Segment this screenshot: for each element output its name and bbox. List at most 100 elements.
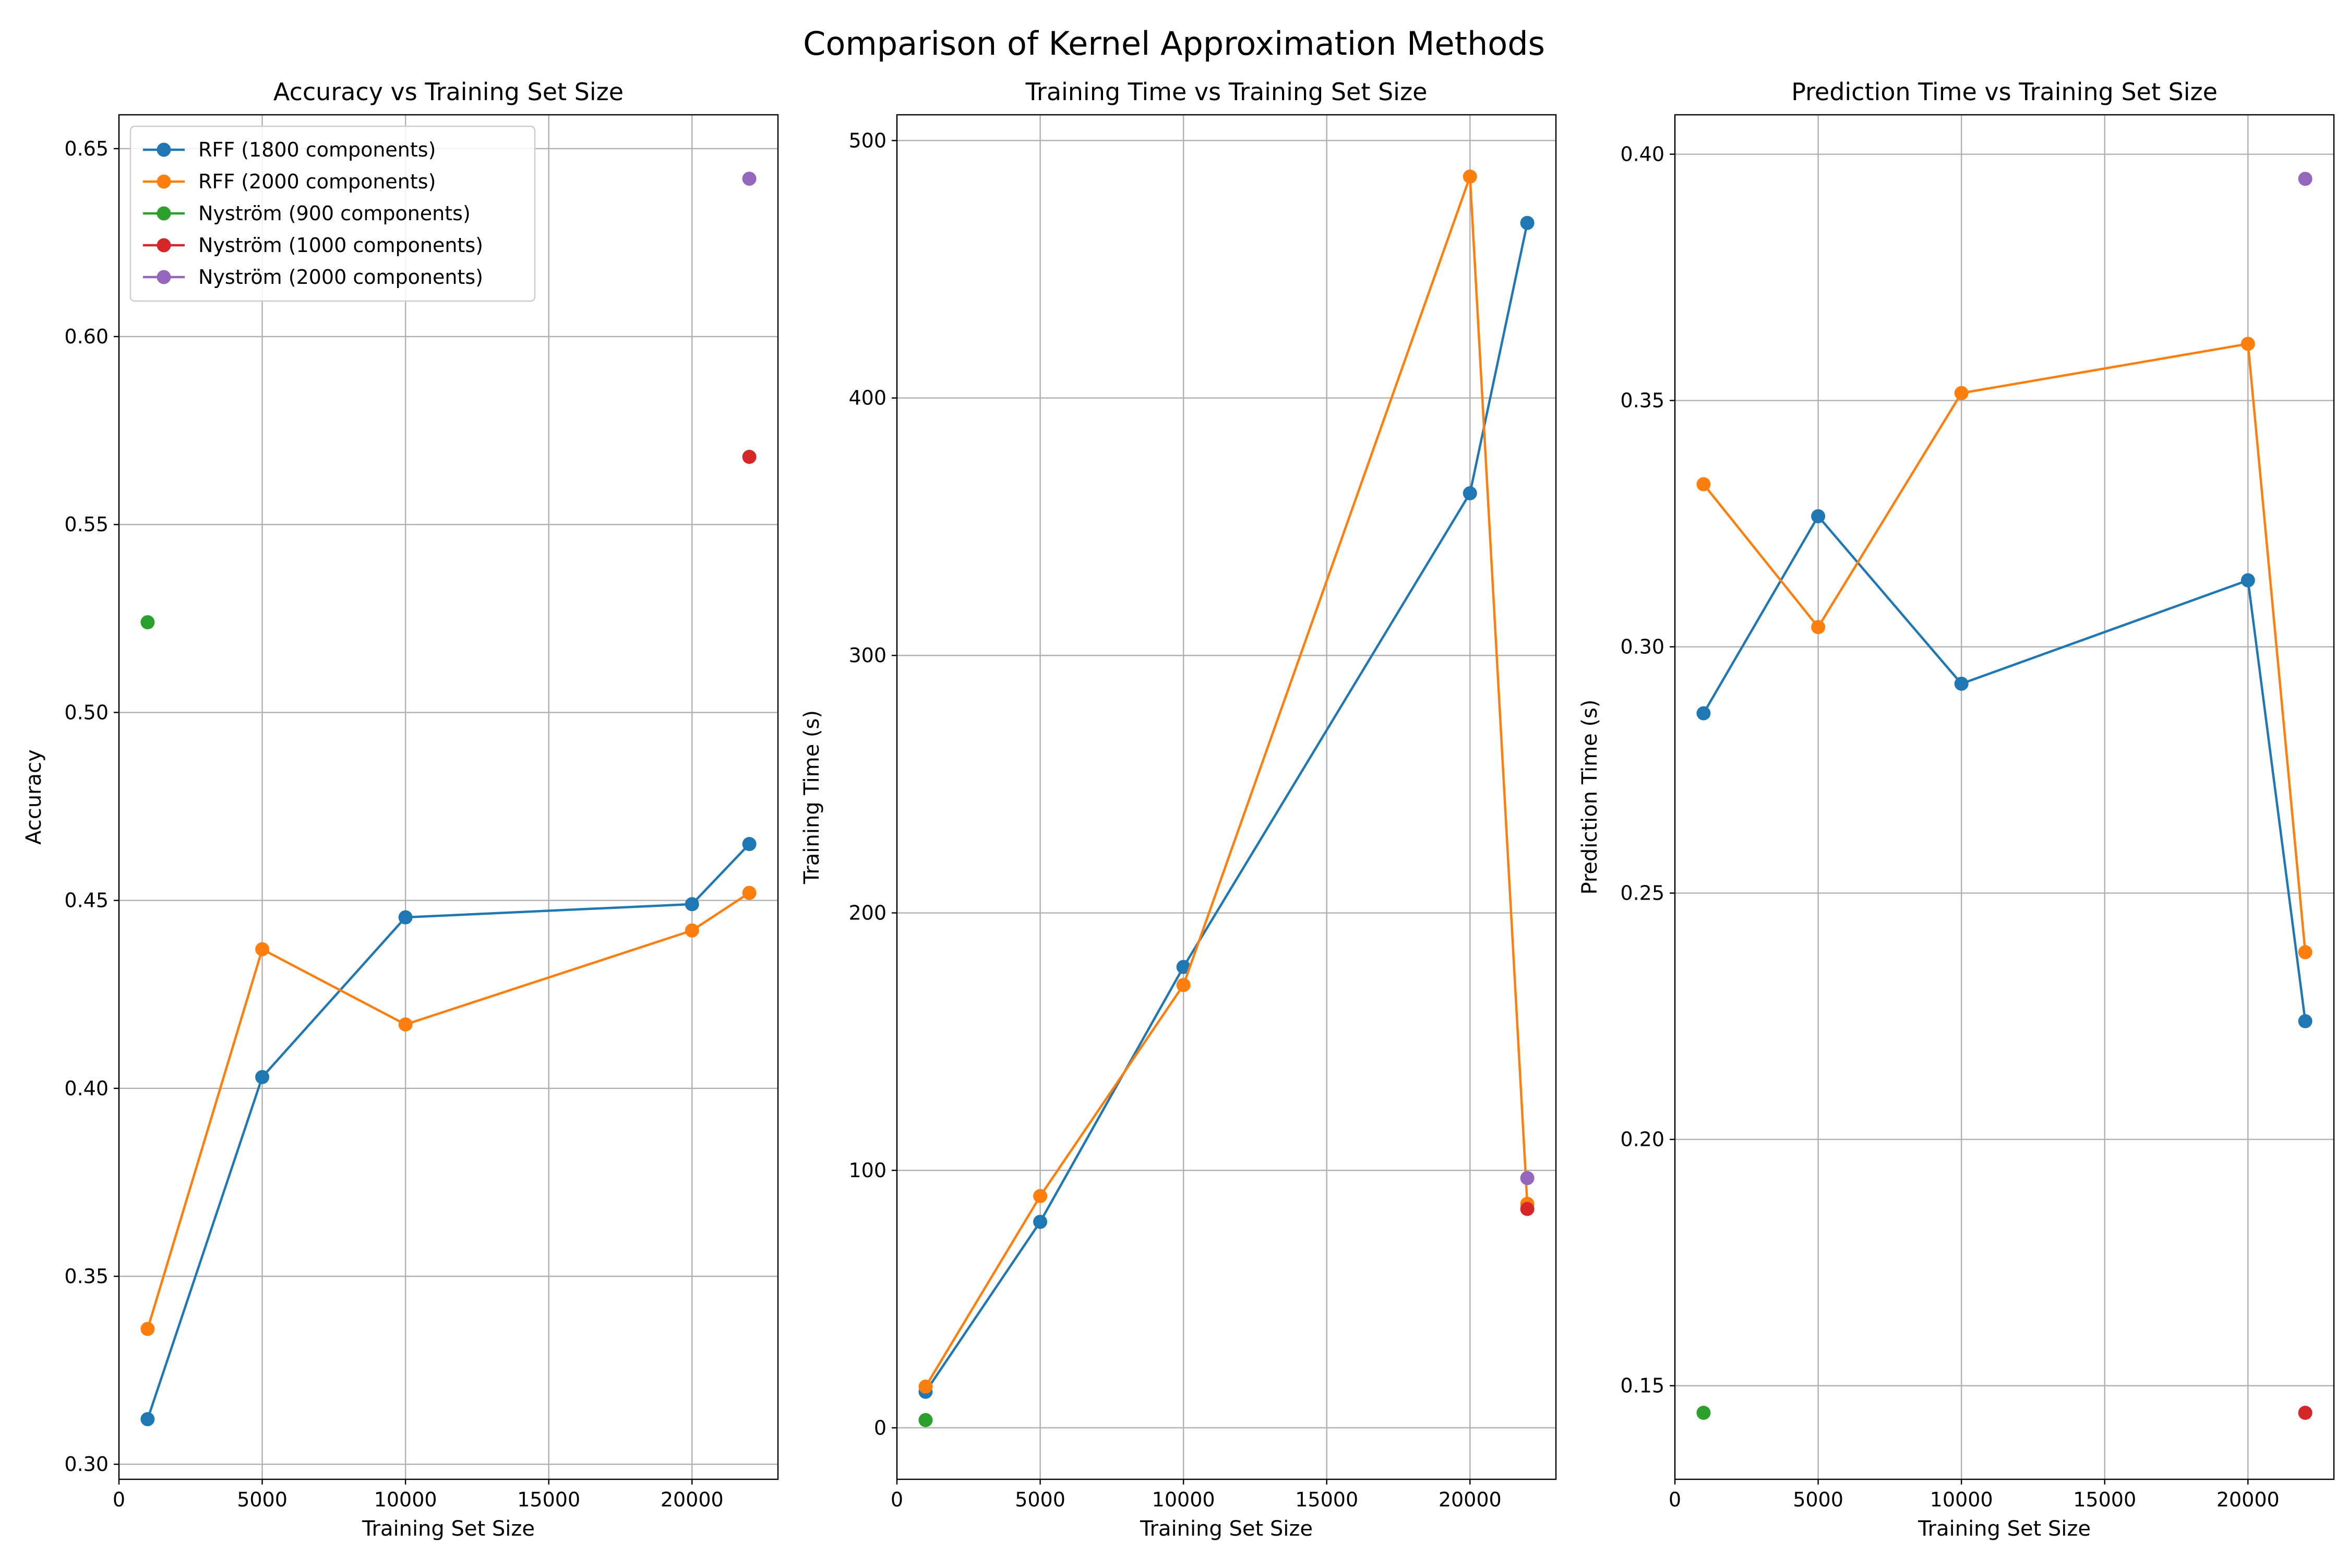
x-tick-label: 20000 xyxy=(2217,1488,2280,1511)
y-tick-label: 0.65 xyxy=(64,137,109,160)
legend-label: RFF (2000 components) xyxy=(198,170,436,193)
data-point xyxy=(1520,1171,1535,1186)
x-tick-label: 15000 xyxy=(2073,1488,2136,1511)
y-tick-label: 100 xyxy=(848,1159,887,1182)
x-axis-label: Training Set Size xyxy=(1918,1517,2091,1541)
y-tick-label: 0.60 xyxy=(64,325,109,348)
legend-marker xyxy=(157,238,171,253)
series-nystrom-2000-components xyxy=(2298,172,2313,186)
legend-item: Nyström (900 components) xyxy=(143,202,471,225)
series-nystrom-1000-components xyxy=(2298,1406,2313,1420)
y-tick-label: 200 xyxy=(848,902,887,925)
figure-title: Comparison of Kernel Approximation Metho… xyxy=(803,25,1545,63)
data-point xyxy=(1176,978,1191,992)
x-tick-label: 15000 xyxy=(517,1488,580,1511)
y-tick-label: 0.35 xyxy=(64,1265,109,1288)
legend-item: RFF (1800 components) xyxy=(143,138,436,161)
y-tick-label: 0.40 xyxy=(1620,143,1664,166)
legend-marker xyxy=(157,174,171,189)
legend: RFF (1800 components) RFF (2000 component… xyxy=(129,125,536,302)
y-tick-label: 0.25 xyxy=(1620,882,1664,905)
data-point xyxy=(140,1412,155,1427)
x-tick-label: 10000 xyxy=(374,1488,437,1511)
data-point xyxy=(1811,509,1826,523)
subplot-1: 0 5000 10000 15000 20000 0.30 0.35 0.40 0.45 0.50… xyxy=(22,78,779,1541)
data-point xyxy=(685,923,699,938)
series-nystrom-900-components xyxy=(140,615,155,630)
subplot-title: Training Time vs Training Set Size xyxy=(1025,78,1428,106)
x-tick-label: 0 xyxy=(891,1488,903,1511)
series-line xyxy=(146,892,750,1330)
series-nystrom-2000-components xyxy=(1520,1171,1535,1186)
x-axis-label: Training Set Size xyxy=(362,1517,535,1541)
legend-marker xyxy=(157,270,171,284)
x-tick-label: 5000 xyxy=(1793,1488,1843,1511)
y-axis-label: Accuracy xyxy=(22,749,46,845)
subplot-title: Accuracy vs Training Set Size xyxy=(273,78,624,106)
legend-item: RFF (2000 components) xyxy=(143,170,436,193)
x-tick-label: 5000 xyxy=(1015,1488,1065,1511)
data-point xyxy=(1520,216,1535,230)
y-tick-label: 0.40 xyxy=(64,1077,109,1100)
y-tick-label: 0.30 xyxy=(1620,636,1664,659)
data-point xyxy=(1696,1406,1711,1420)
y-tick-label: 0.30 xyxy=(64,1453,109,1476)
data-point xyxy=(1176,960,1191,974)
y-axis-label: Prediction Time (s) xyxy=(1578,699,1602,894)
data-point xyxy=(685,897,699,912)
y-tick-label: 400 xyxy=(848,387,887,410)
legend-item: Nyström (2000 components) xyxy=(143,266,483,289)
x-tick-label: 0 xyxy=(113,1488,125,1511)
legend-label: Nyström (1000 components) xyxy=(198,234,483,257)
legend-item: Nyström (1000 components) xyxy=(143,234,483,257)
y-tick-label: 0.20 xyxy=(1620,1128,1664,1151)
data-point xyxy=(1520,1202,1535,1216)
series-rff-1800-components xyxy=(1696,509,2313,1028)
series-rff-2000-components xyxy=(140,885,757,1336)
data-point xyxy=(2241,573,2255,588)
data-point xyxy=(1811,620,1826,635)
y-tick-label: 300 xyxy=(848,644,887,667)
legend-marker xyxy=(157,142,171,157)
series-rff-1800-components xyxy=(140,837,757,1427)
x-tick-label: 10000 xyxy=(1930,1488,1993,1511)
data-point xyxy=(1033,1215,1048,1229)
y-tick-label: 0 xyxy=(874,1416,887,1439)
legend-box xyxy=(129,125,536,302)
subplot-title: Prediction Time vs Training Set Size xyxy=(1791,78,2218,106)
series-nystrom-900-components xyxy=(1696,1406,1711,1420)
series-line xyxy=(146,843,750,1420)
series-nystrom-1000-components xyxy=(742,450,757,464)
series-nystrom-900-components xyxy=(918,1413,933,1428)
x-tick-label: 10000 xyxy=(1152,1488,1215,1511)
series-line xyxy=(1702,515,2307,1022)
y-tick-label: 0.15 xyxy=(1620,1374,1664,1397)
axes-frame xyxy=(896,114,1557,1480)
series-nystrom-1000-components xyxy=(1520,1202,1535,1216)
series-line xyxy=(1703,342,2307,953)
x-tick-label: 5000 xyxy=(237,1488,287,1511)
legend-label: RFF (1800 components) xyxy=(198,138,436,161)
data-point xyxy=(742,450,757,464)
data-point xyxy=(140,615,155,630)
y-tick-label: 0.55 xyxy=(64,513,109,536)
legend-marker xyxy=(157,206,171,221)
y-tick-label: 0.50 xyxy=(64,701,109,724)
data-point xyxy=(918,1379,933,1394)
data-point xyxy=(742,885,757,900)
data-point xyxy=(918,1413,933,1428)
x-axis-label: Training Set Size xyxy=(1140,1517,1313,1541)
series-rff-2000-components xyxy=(1696,337,2313,960)
axes-frame xyxy=(1674,114,2335,1480)
data-point xyxy=(1463,169,1477,184)
legend-label: Nyström (900 components) xyxy=(198,202,471,225)
data-point xyxy=(742,171,757,186)
axes-frame xyxy=(118,114,779,1480)
data-point xyxy=(1954,676,1969,691)
data-point xyxy=(2298,945,2313,960)
data-point xyxy=(255,1070,270,1084)
data-point xyxy=(1463,486,1477,500)
y-axis-label: Training Time (s) xyxy=(800,710,824,884)
